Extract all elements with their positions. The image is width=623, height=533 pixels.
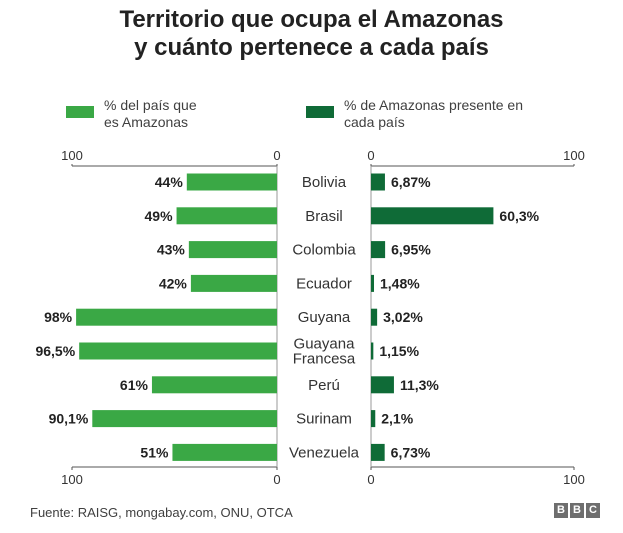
bbc-logo: B B C <box>554 503 600 518</box>
category-label: Perú <box>308 377 340 394</box>
bar-right <box>371 207 494 225</box>
category-label: Brasil <box>305 208 343 225</box>
bar-left <box>92 410 277 428</box>
legend-label-right: % de Amazonas presente en cada país <box>344 97 524 130</box>
bbc-logo-letter: B <box>554 503 568 518</box>
legend-swatch-right <box>306 106 334 118</box>
bar-left <box>188 241 277 259</box>
bar-left <box>151 376 277 394</box>
category-label: Guyana <box>298 309 351 326</box>
bar-left-label: 43% <box>157 242 186 258</box>
bar-right-label: 6,73% <box>391 444 431 460</box>
bar-left <box>76 308 277 326</box>
bar-left-label: 61% <box>120 377 149 393</box>
bottom-tick-label: 0 <box>273 472 280 487</box>
bar-right <box>371 410 376 428</box>
bar-right <box>371 274 375 292</box>
category-label: Francesa <box>293 351 356 368</box>
category-label: Venezuela <box>289 444 360 461</box>
bar-right-label: 1,15% <box>379 343 419 359</box>
bar-right <box>371 443 385 461</box>
legend-label-left: % del país que es Amazonas <box>104 97 197 130</box>
chart-title: Territorio que ocupa el Amazonas y cuánt… <box>119 6 504 61</box>
bar-left-label: 44% <box>155 174 184 190</box>
source-note: Fuente: RAISG, mongabay.com, ONU, OTCA <box>30 505 293 520</box>
bar-left <box>79 342 277 360</box>
bar-left <box>176 207 277 225</box>
top-tick-label: 0 <box>367 148 374 163</box>
bar-right-label: 3,02% <box>383 309 423 325</box>
bar-right-label: 6,95% <box>391 242 431 258</box>
bottom-tick-label: 0 <box>367 472 374 487</box>
bar-left-label: 90,1% <box>49 411 89 427</box>
bar-right-label: 1,48% <box>380 275 420 291</box>
category-label: Ecuador <box>296 275 352 292</box>
bar-right <box>371 308 378 326</box>
bar-left-label: 49% <box>145 208 174 224</box>
bar-right <box>371 376 394 394</box>
category-label: Guayana <box>294 336 356 353</box>
bar-left <box>186 173 277 191</box>
bottom-tick-label: 100 <box>61 472 83 487</box>
bar-left-label: 42% <box>159 275 188 291</box>
bar-right-label: 2,1% <box>381 411 413 427</box>
top-tick-label: 0 <box>273 148 280 163</box>
bar-left-label: 98% <box>44 309 73 325</box>
category-label: Surinam <box>296 411 352 428</box>
bbc-logo-letter: B <box>570 503 584 518</box>
bar-right-label: 60,3% <box>499 208 539 224</box>
top-tick-label: 100 <box>563 148 585 163</box>
top-tick-label: 100 <box>61 148 83 163</box>
bar-right <box>371 241 386 259</box>
bar-left-label: 51% <box>140 444 169 460</box>
category-label: Colombia <box>292 242 356 259</box>
bar-right-label: 11,3% <box>400 377 439 393</box>
category-label: Bolivia <box>302 174 347 191</box>
bar-right-label: 6,87% <box>391 174 431 190</box>
bottom-tick-label: 100 <box>563 472 585 487</box>
legend-swatch-left <box>66 106 94 118</box>
bar-left <box>172 443 277 461</box>
bar-left <box>190 274 277 292</box>
bar-right <box>371 173 385 191</box>
bar-right <box>371 342 374 360</box>
bbc-logo-letter: C <box>586 503 600 518</box>
bar-left-label: 96,5% <box>35 343 75 359</box>
